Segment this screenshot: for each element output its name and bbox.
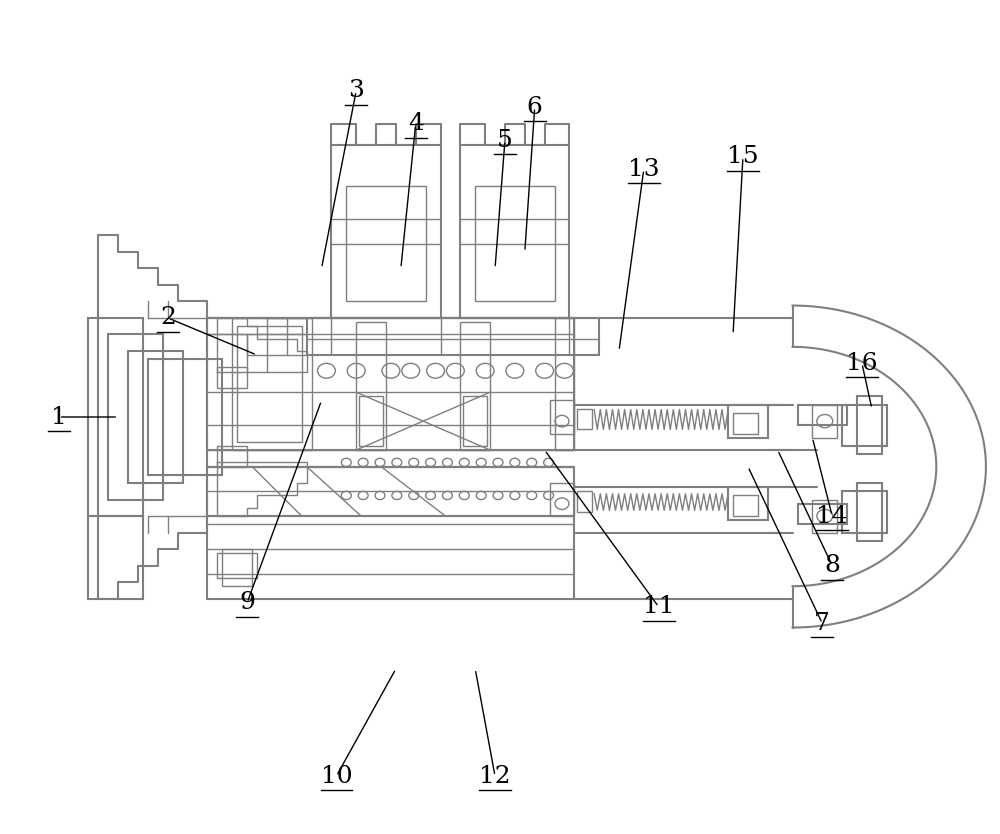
Bar <box>550 400 574 434</box>
Text: 8: 8 <box>824 554 840 577</box>
Bar <box>728 404 768 438</box>
Bar <box>463 396 487 446</box>
Text: 10: 10 <box>321 765 352 787</box>
Bar <box>733 495 758 516</box>
Bar <box>798 404 847 425</box>
Text: 12: 12 <box>479 765 511 787</box>
Bar <box>842 404 887 446</box>
Text: 15: 15 <box>727 145 759 168</box>
Text: 13: 13 <box>628 158 660 181</box>
Text: 2: 2 <box>160 306 176 329</box>
Text: 3: 3 <box>348 79 364 103</box>
Bar <box>475 186 555 301</box>
Bar <box>232 318 312 450</box>
Bar <box>812 404 837 438</box>
Bar <box>88 318 143 516</box>
Text: 7: 7 <box>814 612 830 635</box>
Text: 4: 4 <box>408 113 424 135</box>
Bar <box>88 516 143 599</box>
Bar <box>222 549 252 586</box>
Bar <box>460 322 490 450</box>
Bar <box>346 186 426 301</box>
Text: 1: 1 <box>51 405 67 429</box>
Bar <box>798 504 847 525</box>
Text: 9: 9 <box>239 591 255 615</box>
Bar <box>148 359 222 475</box>
Bar <box>359 396 383 446</box>
Text: 14: 14 <box>816 505 848 528</box>
Bar <box>331 144 441 318</box>
Text: 5: 5 <box>497 129 513 152</box>
Bar <box>460 144 569 318</box>
Bar <box>207 466 574 599</box>
Bar <box>207 318 574 450</box>
Bar <box>217 446 247 466</box>
Bar <box>217 553 257 578</box>
Bar <box>842 491 887 533</box>
Bar <box>356 322 386 450</box>
Bar <box>857 483 882 541</box>
Bar <box>577 409 592 430</box>
Text: 16: 16 <box>846 352 878 374</box>
Bar <box>108 334 163 500</box>
Bar <box>733 413 758 434</box>
Text: 11: 11 <box>643 595 674 618</box>
Text: 6: 6 <box>527 96 543 119</box>
Bar <box>307 318 599 355</box>
Bar <box>128 351 183 483</box>
Bar <box>217 368 247 388</box>
Bar <box>812 500 837 533</box>
Bar <box>555 318 574 450</box>
Bar <box>728 487 768 520</box>
Bar <box>550 483 574 516</box>
Bar <box>577 491 592 512</box>
Bar <box>857 396 882 455</box>
Bar <box>237 326 302 442</box>
